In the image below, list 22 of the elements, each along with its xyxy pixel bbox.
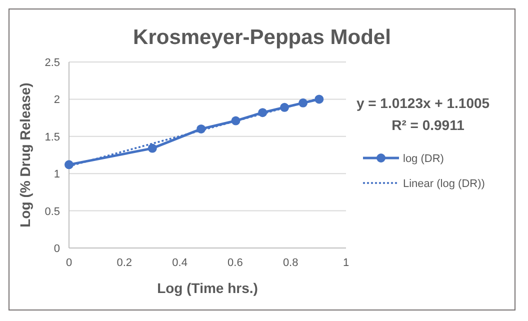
text: y = 1.0123x + 1.1005 — [356, 95, 490, 112]
point — [64, 160, 74, 170]
x-axis-title: Log (Time hrs.) — [157, 280, 258, 296]
x-tick-label: 0.4 — [172, 257, 188, 269]
chart-title: Krosmeyer-Peppas Model — [133, 26, 391, 49]
point — [148, 144, 157, 153]
x-tick-label: 0 — [66, 257, 72, 269]
legend-label: log (DR) — [403, 153, 444, 165]
legend-label: Linear (log (DR)) — [403, 178, 485, 190]
y-tick-label: 0.5 — [44, 206, 60, 218]
x-tick-label: 0.8 — [282, 257, 298, 269]
y-tick-label: 2 — [54, 94, 60, 106]
y-tick-label: 1.5 — [44, 131, 60, 144]
x-tick-label: 1 — [342, 257, 350, 269]
y-axis-title: Log (% Drug Release) — [17, 82, 33, 228]
x-tick-label: 0.6 — [228, 257, 243, 269]
x-tick-label: 0.2 — [116, 257, 132, 269]
point — [314, 94, 324, 104]
y-tick-label: 2.5 — [44, 57, 60, 69]
y-tick-label: 1 — [54, 168, 60, 181]
y-tick-label: 0 — [54, 243, 60, 255]
text: R² = 0.9911 — [392, 117, 465, 134]
